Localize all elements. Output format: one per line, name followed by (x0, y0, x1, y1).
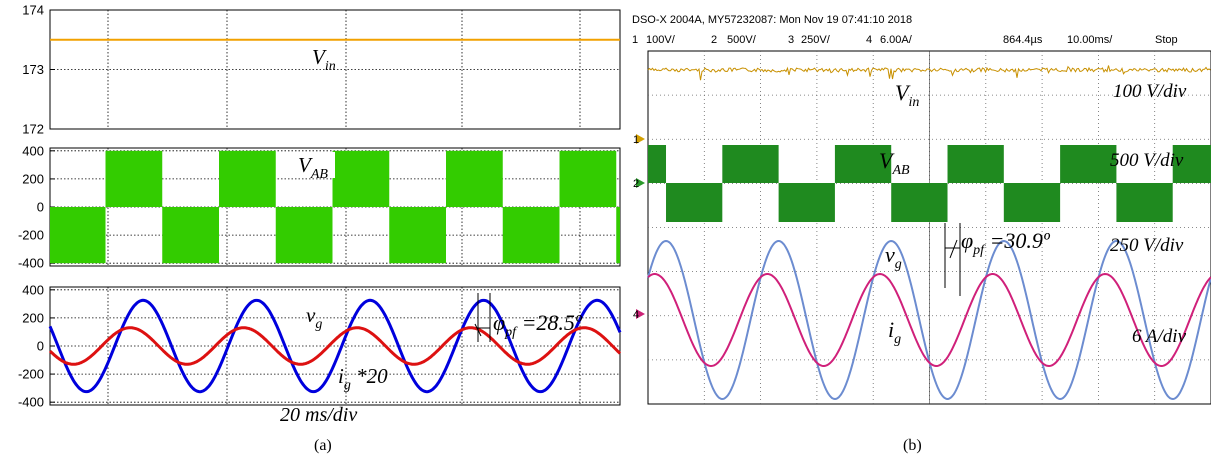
a-top-ticklabel-2: 174 (22, 3, 44, 18)
b-vab-pos-block-1 (722, 145, 779, 183)
a-mid-yticks: -400 -200 0 200 400 (18, 143, 55, 271)
b-channel-1-number: 1 (632, 34, 638, 46)
b-phase-label: φpf =30.9º (961, 228, 1051, 258)
a-mid-ticklabel-3: 200 (22, 171, 44, 186)
b-traces (647, 65, 1211, 401)
a-bot-trace-g (48, 298, 622, 394)
b-vab-pos-block-2 (834, 145, 892, 183)
b-vin-label: Vin (895, 80, 919, 110)
a-top-grid (50, 10, 620, 129)
b-vg-scale: 250 V/div (1110, 235, 1184, 256)
b-vab-neg-block-5 (1116, 183, 1173, 222)
a-mid-neg-block-0 (50, 207, 106, 264)
b-channel-4-scale: 6.00A/ (880, 34, 913, 46)
panel-a: 172 173 174 Vin -400 -200 0 200 400 VAB -400 -2… (18, 3, 622, 454)
a-mid-neg-block-1 (162, 207, 219, 264)
a-mid-ticklabel-4: 400 (22, 143, 44, 158)
a-mid-ticklabel-0: -400 (18, 256, 44, 271)
b-vab-pos-block-0 (648, 145, 667, 183)
a-bot-ticklabel-3: 200 (22, 310, 44, 325)
a-top-series-label: Vin (312, 45, 336, 74)
b-ig-label: ig (888, 317, 901, 347)
a-bot-ticklabel-4: 400 (22, 282, 44, 297)
b-ground-marker-4 (636, 309, 645, 319)
a-mid-series-label: VAB (298, 153, 328, 182)
b-channel-3-scale: 250V/ (801, 34, 831, 46)
a-bot-ticklabel-1: -200 (18, 367, 44, 382)
b-ig-scale: 6 A/div (1132, 326, 1187, 347)
b-vin-trace (647, 65, 1211, 81)
b-vab-neg-block-2 (778, 183, 835, 222)
b-channel-bar: 1 100V/2 500V/3 250V/4 6.00A/ (632, 34, 913, 46)
b-vab-pos-block-3 (947, 145, 1004, 183)
b-scope-header: DSO-X 2004A, MY57232087: Mon Nov 19 07:4… (632, 14, 912, 26)
a-bot-vg-label: vg (306, 303, 322, 332)
a-mid-pos-block-4 (446, 150, 503, 207)
b-caption: (b) (903, 437, 922, 454)
a-mid-neg-block-2 (275, 207, 333, 264)
b-channel-1-scale: 100V/ (646, 34, 676, 46)
b-ground-marker-label-4: 4 (633, 309, 639, 321)
a-mid-series (50, 150, 620, 264)
a-bot-trace-g-scaled (48, 326, 622, 366)
a-mid-pos-block-1 (105, 150, 163, 207)
panel-b: DSO-X 2004A, MY57232087: Mon Nov 19 07:4… (632, 14, 1211, 454)
a-mid-ticklabel-2: 0 (37, 200, 44, 215)
b-vab-neg-block-3 (891, 183, 948, 222)
b-time-offset: 864.4µs (1003, 34, 1043, 46)
b-vg-label: vg (885, 242, 902, 272)
a-mid-neg-block-4 (502, 207, 560, 264)
b-vab-neg-block-4 (1003, 183, 1061, 222)
a-bot-grid (50, 287, 620, 405)
a-bot-ig-label: ig *20 (338, 364, 388, 393)
b-ground-marker-2 (636, 178, 645, 188)
a-mid-neg-block-3 (389, 207, 446, 264)
a-bot-series (48, 298, 622, 394)
a-top-ticklabel-1: 173 (22, 62, 44, 77)
b-run-state: Stop (1155, 34, 1178, 46)
a-phase-arrow (474, 323, 490, 337)
a-phase-label: φpf =28.5º (493, 310, 583, 340)
a-bot-ticklabel-0: -400 (18, 395, 44, 410)
b-channel-4-number: 4 (866, 34, 872, 46)
b-vin-scale: 100 V/div (1113, 81, 1187, 102)
b-ground-marker-label-2: 2 (633, 178, 639, 190)
b-ground-marker-label-1: 1 (633, 134, 639, 146)
b-vab-label: VAB (879, 148, 910, 178)
b-channel-markers: 1 2 4 (633, 134, 645, 321)
a-mid-pos-block-3 (332, 150, 390, 207)
a-mid-label-bg (295, 152, 335, 178)
b-channel-3-number: 3 (788, 34, 794, 46)
b-channel-2-scale: 500V/ (727, 34, 757, 46)
b-ig-trace (647, 272, 1211, 368)
a-mid-neg-block-5 (616, 207, 620, 264)
b-time-div: 10.00ms/ (1067, 34, 1113, 46)
a-caption: (a) (314, 437, 332, 454)
b-vab-pos-block-5 (1172, 145, 1211, 183)
a-mid-pos-block-5 (559, 150, 617, 207)
b-vab-pos-block-4 (1060, 145, 1117, 183)
a-top-yticks: 172 173 174 (22, 3, 55, 137)
b-channel-2-number: 2 (711, 34, 717, 46)
b-ground-marker-1 (636, 134, 645, 144)
a-mid-pos-block-2 (219, 150, 276, 207)
b-vab-neg-block-1 (666, 183, 723, 222)
b-grid (648, 51, 1211, 404)
a-bot-ticklabel-2: 0 (37, 339, 44, 354)
a-top-ticklabel-0: 172 (22, 122, 44, 137)
a-mid-ticklabel-1: -200 (18, 228, 44, 243)
b-phase-arrow (945, 239, 960, 259)
a-bot-yticks: -400 -200 0 200 400 (18, 282, 55, 410)
a-xlabel: 20 ms/div (280, 404, 357, 426)
b-vab-scale: 500 V/div (1110, 150, 1184, 171)
